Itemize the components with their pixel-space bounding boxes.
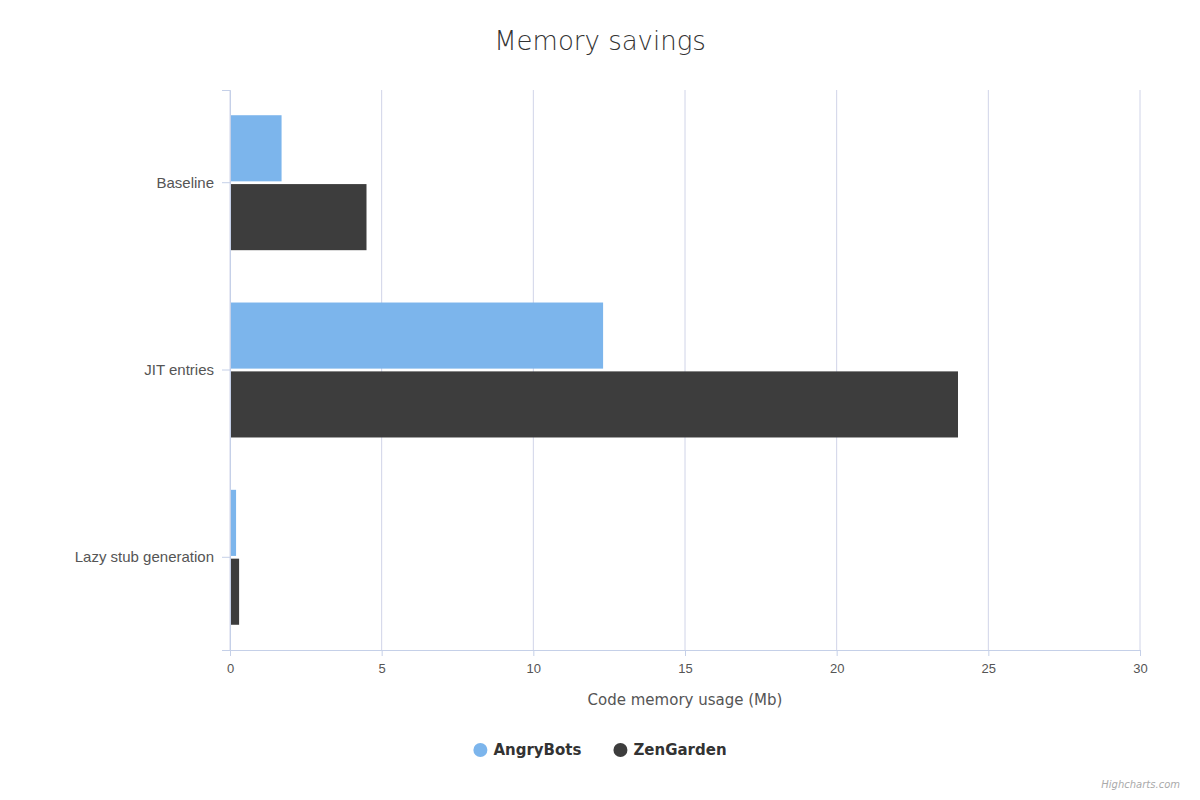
- legend-item: ZenGarden: [613, 741, 726, 759]
- x-tick-mark: [988, 650, 989, 656]
- x-tick-mark: [382, 650, 383, 656]
- y-tick-mark: [222, 557, 230, 558]
- x-tick-label: 15: [678, 661, 692, 676]
- y-axis: Baseline JIT entries Lazy stub generation: [75, 91, 231, 651]
- x-tick-label: 30: [1133, 661, 1147, 676]
- x-tick: 10: [527, 650, 541, 676]
- grid-line: [836, 90, 837, 650]
- legend-label: AngryBots: [493, 741, 581, 759]
- x-tick: 15: [678, 650, 692, 676]
- legend-label: ZenGarden: [633, 741, 726, 759]
- y-tick-label: Lazy stub generation: [75, 548, 214, 565]
- y-tick-label: JIT entries: [144, 361, 214, 378]
- series: [230, 115, 603, 556]
- bar: [230, 115, 282, 181]
- x-tick: 5: [379, 650, 386, 676]
- y-tick: Baseline: [156, 174, 230, 191]
- x-tick-label: 25: [982, 661, 996, 676]
- legend-item: AngryBots: [473, 741, 581, 759]
- chart: 0 5 10 15 20 25 30 Baseline JIT entries Lazy stub…: [0, 0, 1200, 800]
- grid: [230, 90, 1140, 650]
- annotation: Highcharts.com: [1101, 779, 1180, 790]
- y-tick-label: Baseline: [156, 174, 214, 191]
- grid-line: [988, 90, 989, 650]
- x-axis-title: Code memory usage (Mb): [588, 691, 783, 709]
- x-axis: 0 5 10 15 20 25 30: [227, 650, 1148, 676]
- y-tick-mark: [222, 370, 230, 371]
- legend-marker: [613, 743, 627, 757]
- legend-marker: [473, 743, 487, 757]
- grid-line: [1140, 90, 1141, 650]
- x-tick: 25: [982, 650, 996, 676]
- x-tick: 30: [1133, 650, 1147, 676]
- title: Memory savings: [494, 26, 706, 56]
- x-tick-label: 20: [830, 661, 844, 676]
- y-tick: JIT entries: [144, 361, 230, 378]
- x-tick-label: 5: [379, 661, 386, 676]
- bar: [230, 559, 239, 625]
- x-tick: 0: [227, 650, 234, 676]
- x-tick-label: 0: [227, 661, 234, 676]
- bars: [230, 115, 958, 625]
- legend: AngryBots ZenGarden: [473, 741, 726, 759]
- y-tick-mark: [222, 182, 230, 183]
- grid-line: [381, 90, 382, 650]
- bar: [230, 184, 367, 250]
- x-tick-mark: [837, 650, 838, 656]
- y-axis-line: [222, 91, 231, 651]
- plot: 0 5 10 15 20 25 30 Baseline JIT entries Lazy stub…: [75, 90, 1148, 676]
- bar: [230, 303, 603, 369]
- grid-line: [685, 90, 686, 650]
- series: [230, 184, 958, 625]
- background: [0, 0, 1200, 800]
- x-tick-mark: [533, 650, 534, 656]
- x-tick-mark: [1140, 650, 1141, 656]
- x-tick-label: 10: [527, 661, 541, 676]
- grid-line: [533, 90, 534, 650]
- y-tick: Lazy stub generation: [75, 548, 230, 565]
- bar: [230, 371, 958, 437]
- x-tick-mark: [685, 650, 686, 656]
- x-tick: 20: [830, 650, 844, 676]
